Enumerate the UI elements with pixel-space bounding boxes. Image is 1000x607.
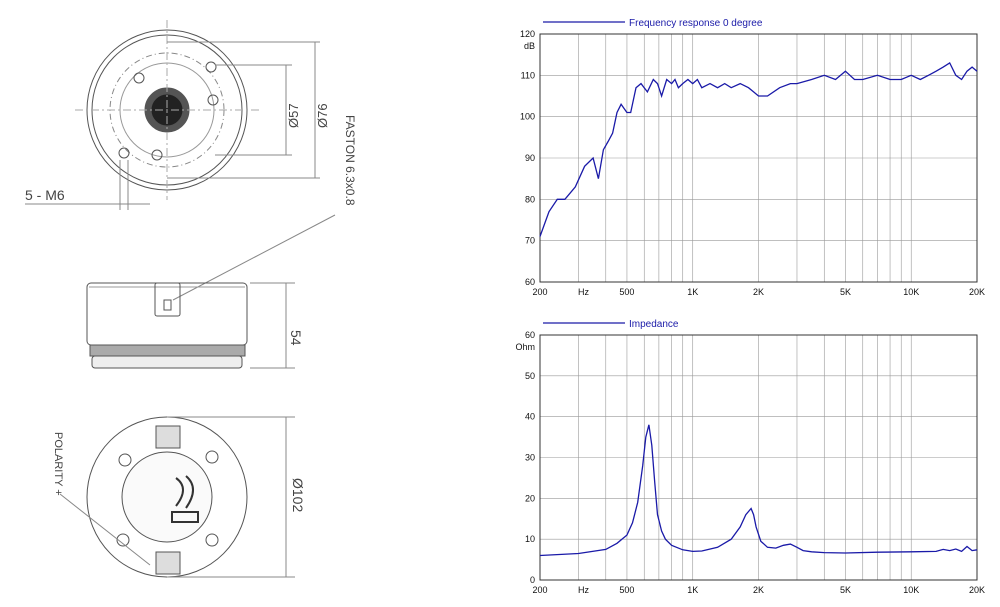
faston-label: FASTON 6.3x0.8 — [343, 115, 357, 206]
dim-57-label: Ø57 — [286, 103, 301, 128]
x-tick-label: 10K — [903, 585, 919, 595]
x-tick-label: 2K — [753, 287, 764, 297]
side-flange — [89, 344, 246, 357]
plot-frame — [539, 334, 978, 581]
y-tick-label: 60 — [525, 277, 535, 287]
bottom-hole — [118, 453, 132, 467]
y-tick-label: 40 — [525, 412, 535, 422]
dim-54-label: 54 — [288, 330, 304, 346]
bolt-hole — [151, 149, 163, 161]
x-tick-label: 5K — [840, 287, 851, 297]
terminal-pad-bottom — [155, 551, 181, 575]
bolt-hole — [207, 94, 219, 106]
x-tick-label: 1K — [687, 287, 698, 297]
legend-label: Frequency response 0 degree — [629, 18, 763, 29]
y-tick-label: 30 — [525, 453, 535, 463]
y-tick-label: 50 — [525, 371, 535, 381]
polarity-label: POLARITY + — [52, 432, 64, 496]
bottom-hole — [116, 533, 130, 547]
y-tick-label: 100 — [520, 112, 535, 122]
x-tick-label: 200 — [532, 585, 547, 595]
bolt-hole — [133, 72, 145, 84]
y-tick-label: 120 — [520, 29, 535, 39]
bolt-hole — [205, 61, 217, 73]
x-tick-label: 1K — [687, 585, 698, 595]
chart-1: 0 10 20 30 40 50 60 Ohm 200 Hz 500 1K 2K 5K 10K 20K Impe… — [515, 319, 985, 595]
y-tick-label: 20 — [525, 493, 535, 503]
bottom-hole — [205, 533, 219, 547]
x-tick-label: 20K — [969, 585, 985, 595]
side-base — [91, 355, 243, 369]
x-tick-label: 20K — [969, 287, 985, 297]
y-tick-label: 70 — [525, 236, 535, 246]
terminal-pad-top — [155, 425, 181, 449]
x-tick-label: 5K — [840, 585, 851, 595]
bottom-hole — [205, 450, 219, 464]
faston-leader — [172, 214, 336, 301]
brand-logo-shape — [171, 475, 199, 523]
x-tick-label: 10K — [903, 287, 919, 297]
x-tick-label: 2K — [753, 585, 764, 595]
polarity-leader — [59, 493, 151, 566]
side-faston-tab — [154, 282, 181, 317]
series-line — [539, 424, 978, 557]
legend-label: Impedance — [629, 319, 679, 330]
y-tick-label: 110 — [521, 70, 535, 80]
y-unit-label: dB — [524, 41, 535, 51]
x-tick-label: 200 — [532, 287, 547, 297]
y-tick-label: 90 — [525, 153, 535, 163]
x-tick-label: 500 — [619, 287, 634, 297]
y-tick-label: 60 — [525, 330, 535, 340]
y-tick-label: 0 — [530, 575, 535, 585]
series-line — [539, 61, 978, 237]
side-body — [86, 282, 248, 346]
chart-0: 60 70 80 90 100 110 120 dB 200 Hz 500 1K 2K 5K 10K 20K F… — [520, 18, 985, 297]
side-view — [86, 282, 295, 369]
x-tick-label: Hz — [578, 287, 589, 297]
bolt-hole — [118, 147, 130, 159]
x-tick-label: 500 — [619, 585, 634, 595]
bottom-label-disc — [121, 451, 213, 543]
dim-102-label: Ø102 — [290, 478, 306, 512]
plot-frame — [539, 33, 978, 283]
dim-76-label: Ø76 — [315, 103, 330, 128]
y-unit-label: Ohm — [515, 342, 535, 352]
side-faston-inner — [163, 299, 172, 311]
y-tick-label: 10 — [525, 534, 535, 544]
x-tick-label: Hz — [578, 585, 589, 595]
top-view — [25, 20, 320, 210]
y-tick-label: 80 — [525, 194, 535, 204]
thread-label: 5 - M6 — [25, 187, 65, 203]
bottom-view — [59, 416, 295, 578]
technical-drawings: 5 - M6 Ø57 Ø76 FASTON 6.3x0.8 54 POLARIT… — [25, 20, 357, 578]
